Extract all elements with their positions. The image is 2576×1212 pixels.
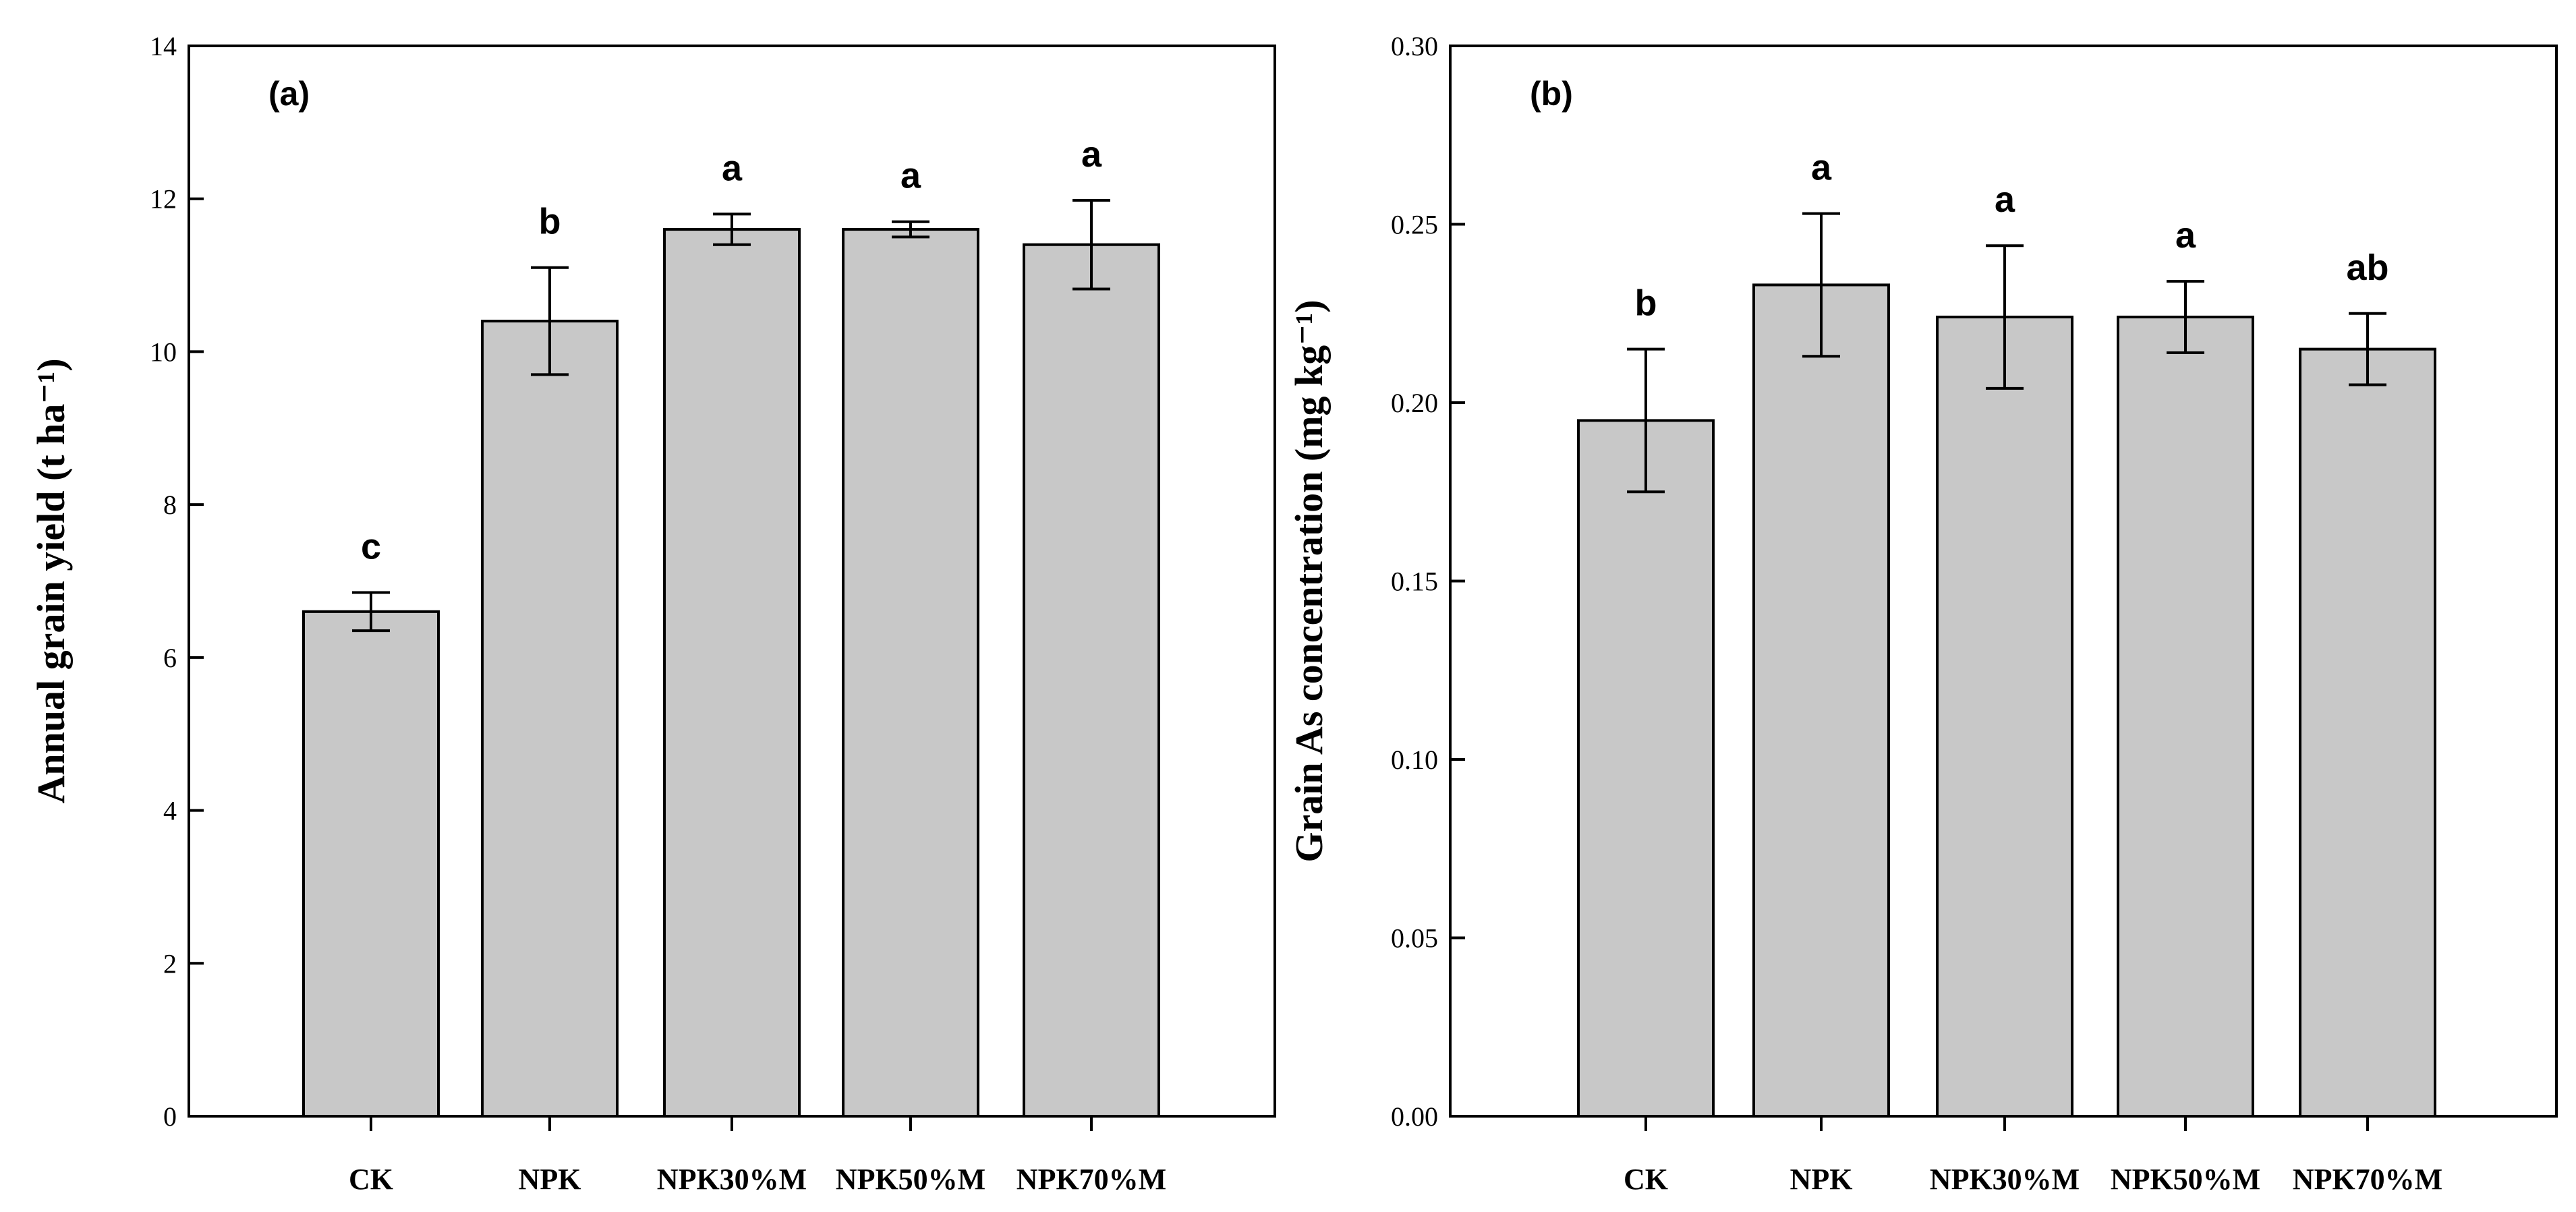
chart-panel-a: c b a a a 0 2 4 6 8 10 12 14 CK NPK NPK30%M NPK50%M NPK70… (29, 31, 1276, 1196)
bar-NPK (1752, 283, 1890, 1118)
y-tick-label: 2 (163, 948, 177, 979)
significance-label: a (1081, 134, 1102, 175)
chart-panel-b: b a a a ab 0.00 0.05 0.10 0.15 0.20 0.25 0.30 CK NPK N… (1287, 31, 2558, 1196)
error-bar-NPK (531, 266, 569, 376)
y-tick-label: 14 (150, 31, 177, 61)
panel-label: (b) (1530, 75, 1573, 113)
bar-NPK50%M (842, 228, 979, 1118)
error-bar-NPK70%M (1072, 198, 1110, 291)
bar-NPK70%M (2299, 347, 2436, 1118)
error-bar-NPK50%M (892, 220, 929, 239)
significance-label: b (1635, 283, 1657, 324)
y-tick-label: 0.25 (1391, 210, 1438, 240)
error-bar-NPK30%M (713, 212, 751, 246)
error-bar-CK (1627, 347, 1665, 494)
significance-label: ab (2346, 248, 2388, 288)
significance-label: a (2175, 215, 2196, 256)
y-tick-label: 0.15 (1391, 567, 1438, 597)
y-tick-label: 6 (163, 643, 177, 673)
x-tick-label: NPK30%M (1930, 1163, 2080, 1196)
y-tick-label: 0.10 (1391, 745, 1438, 775)
x-tick-label: NPK70%M (2293, 1163, 2442, 1196)
error-bar-NPK30%M (1986, 244, 2024, 390)
y-tick-label: 0.05 (1391, 923, 1438, 954)
significance-label: a (900, 156, 921, 196)
y-tick-label: 0 (163, 1101, 177, 1132)
y-tick-label: 0.00 (1391, 1101, 1438, 1132)
y-tick-label: 12 (150, 184, 177, 214)
bar-NPK30%M (663, 228, 801, 1118)
x-tick-label: NPK50%M (2111, 1163, 2260, 1196)
x-tick-label: NPK (1790, 1163, 1853, 1196)
y-tick-label: 0.30 (1391, 31, 1438, 61)
error-bar-NPK50%M (2167, 280, 2204, 354)
y-tick-label: 8 (163, 490, 177, 520)
x-tick-label: NPK (519, 1163, 581, 1196)
error-bar-CK (352, 591, 390, 633)
x-tick-label: NPK70%M (1017, 1163, 1166, 1196)
y-tick-label: 0.20 (1391, 388, 1438, 418)
bar-CK (302, 610, 440, 1118)
x-tick-label: CK (1624, 1163, 1668, 1196)
bar-NPK70%M (1023, 243, 1160, 1118)
bar-NPK30%M (1936, 316, 2073, 1118)
significance-label: b (539, 202, 561, 242)
significance-label: a (722, 148, 743, 188)
significance-label: a (1811, 148, 1832, 188)
y-axis-title: Annual grain yield (t ha⁻¹) (29, 358, 73, 803)
significance-label: c (361, 527, 381, 567)
error-bar-NPK (1802, 212, 1840, 358)
y-tick-label: 4 (163, 796, 177, 826)
x-tick-label: NPK30%M (657, 1163, 807, 1196)
y-axis-title: Grain As concentration (mg kg⁻¹) (1287, 299, 1331, 862)
error-bar-NPK70%M (2349, 312, 2386, 386)
bar-NPK50%M (2117, 316, 2254, 1118)
y-tick-label: 10 (150, 337, 177, 367)
bar-NPK (481, 320, 619, 1118)
x-tick-label: CK (349, 1163, 393, 1196)
x-tick-label: NPK50%M (836, 1163, 985, 1196)
panel-label: (a) (268, 75, 310, 113)
bar-CK (1577, 419, 1715, 1118)
significance-label: a (1995, 179, 2015, 220)
